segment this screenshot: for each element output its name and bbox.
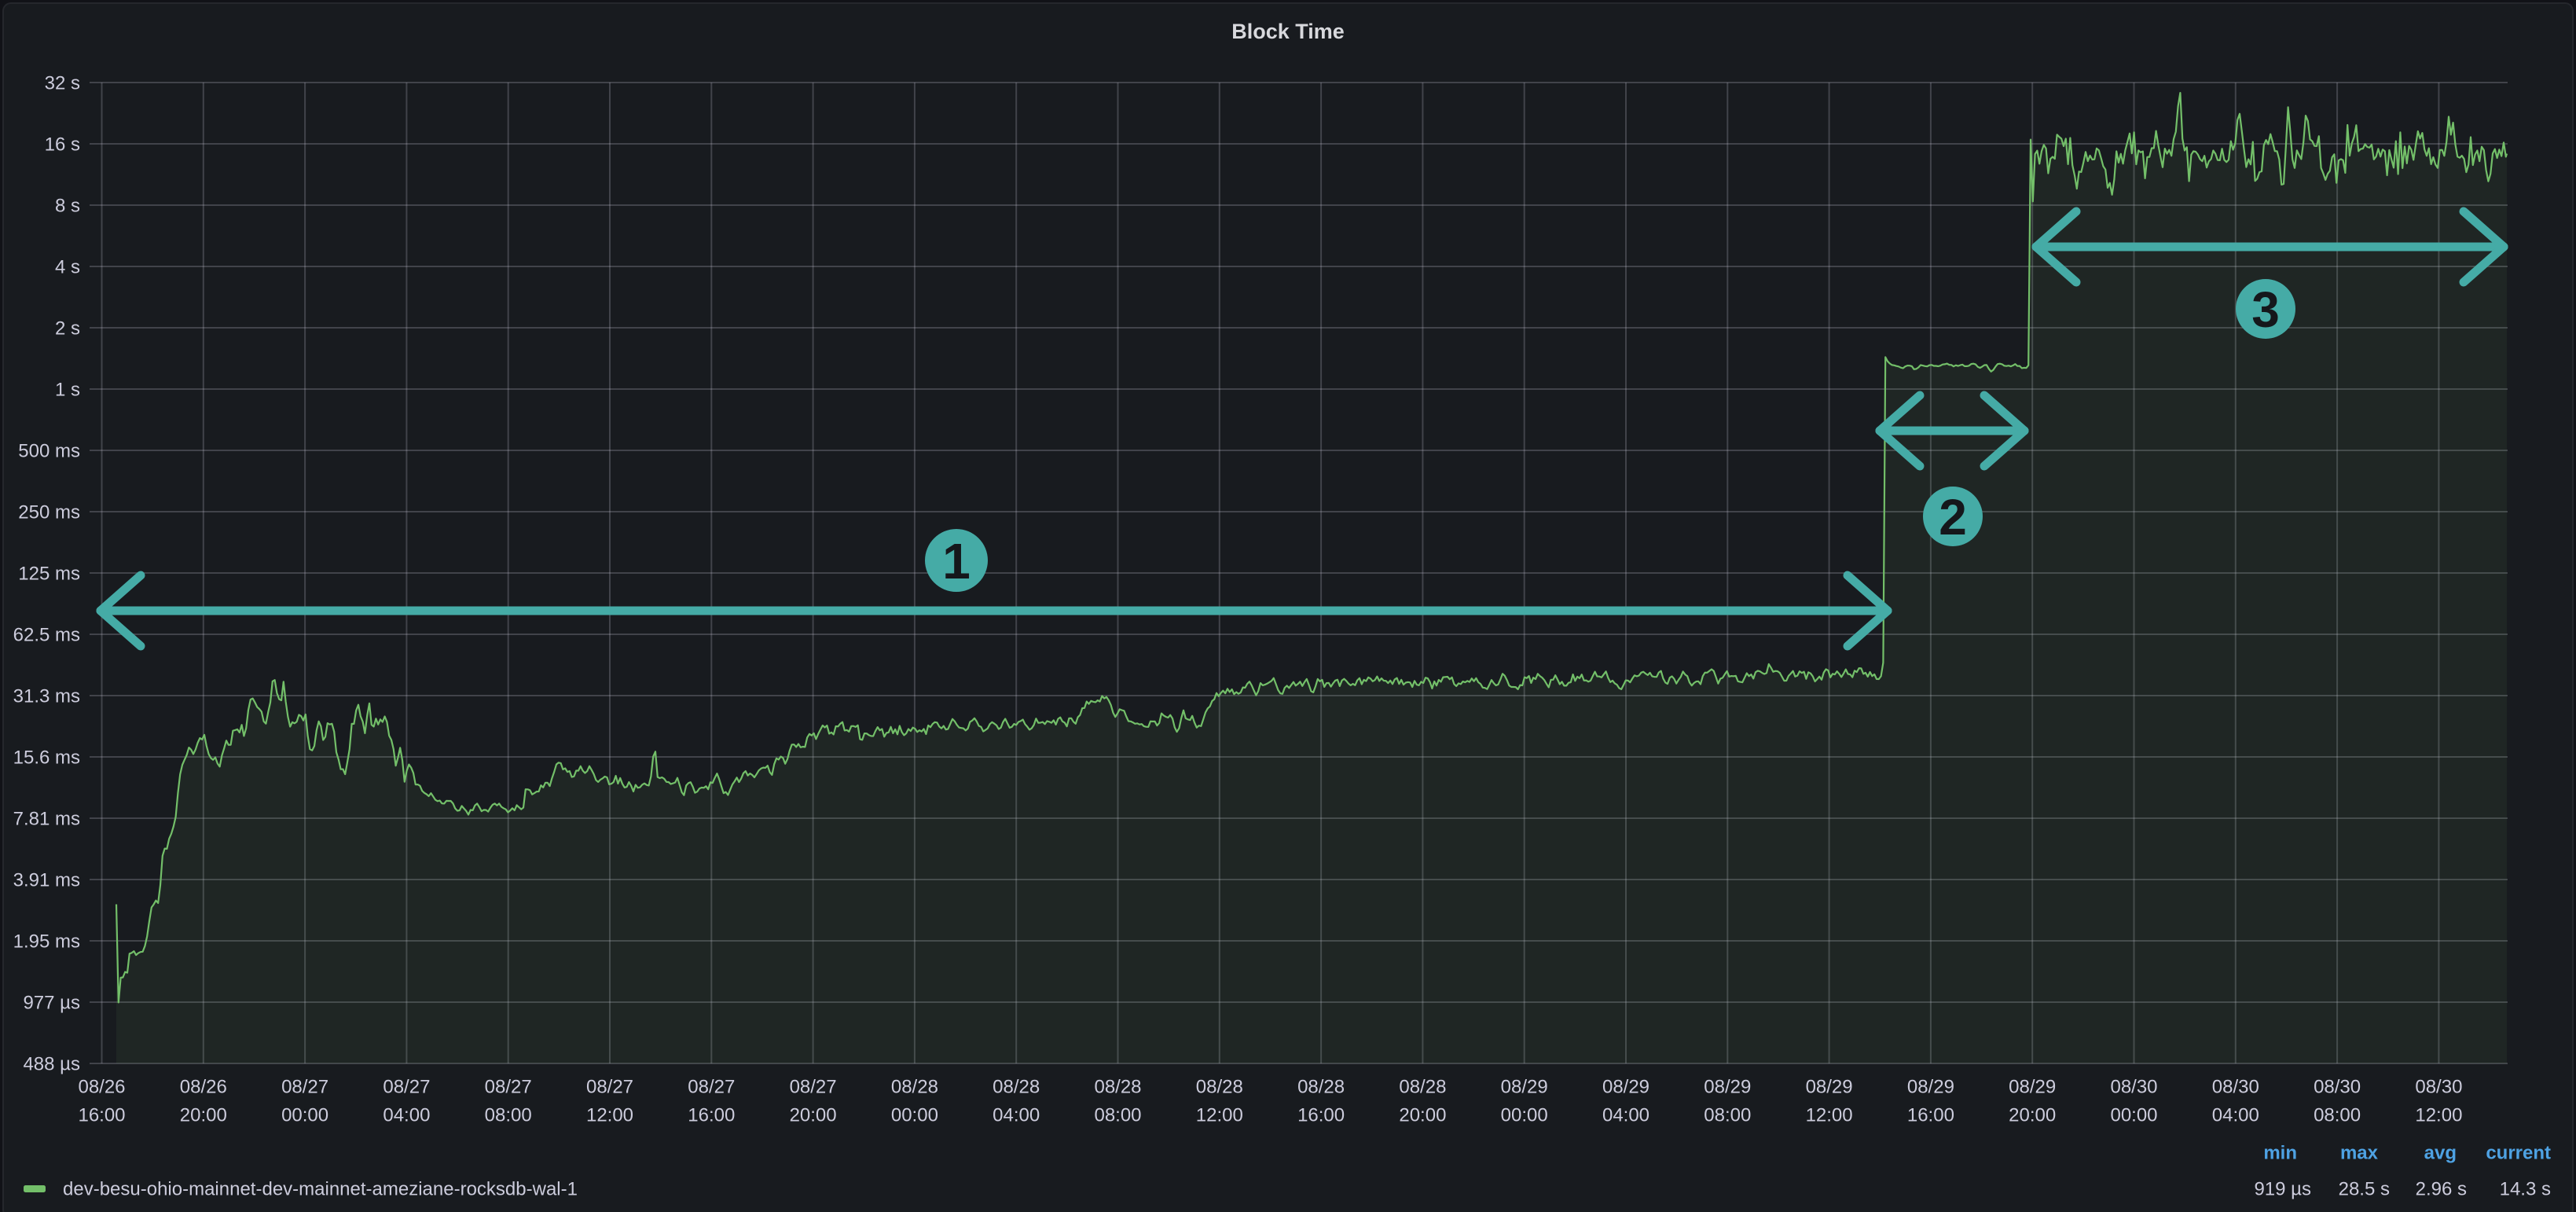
svg-text:3: 3 <box>2251 281 2280 338</box>
svg-text:08/27: 08/27 <box>281 1077 328 1098</box>
svg-text:08:00: 08:00 <box>2314 1105 2361 1126</box>
svg-text:488 µs: 488 µs <box>23 1054 80 1075</box>
svg-text:Block Time: Block Time <box>1231 20 1345 43</box>
svg-text:12:00: 12:00 <box>586 1105 633 1126</box>
svg-text:2 s: 2 s <box>55 318 80 340</box>
svg-text:1 s: 1 s <box>55 380 80 401</box>
svg-text:08/30: 08/30 <box>2212 1077 2259 1098</box>
svg-text:dev-besu-ohio-mainnet-dev-main: dev-besu-ohio-mainnet-dev-mainnet-amezia… <box>63 1179 578 1200</box>
svg-text:8 s: 8 s <box>55 196 80 217</box>
svg-text:14.3 s: 14.3 s <box>2500 1179 2551 1200</box>
svg-text:00:00: 00:00 <box>891 1105 938 1126</box>
svg-text:20:00: 20:00 <box>790 1105 837 1126</box>
svg-text:00:00: 00:00 <box>1501 1105 1548 1126</box>
svg-text:08/27: 08/27 <box>790 1077 837 1098</box>
svg-text:08/28: 08/28 <box>1399 1077 1446 1098</box>
svg-text:08/27: 08/27 <box>688 1077 735 1098</box>
svg-text:08/26: 08/26 <box>180 1077 227 1098</box>
svg-text:04:00: 04:00 <box>993 1105 1040 1126</box>
svg-text:08/30: 08/30 <box>2314 1077 2361 1098</box>
svg-text:00:00: 00:00 <box>281 1105 328 1126</box>
svg-text:08/28: 08/28 <box>993 1077 1040 1098</box>
svg-text:250 ms: 250 ms <box>18 502 80 523</box>
svg-text:15.6 ms: 15.6 ms <box>13 747 80 769</box>
svg-text:62.5 ms: 62.5 ms <box>13 625 80 646</box>
svg-text:3.91 ms: 3.91 ms <box>13 870 80 891</box>
svg-text:12:00: 12:00 <box>2415 1105 2462 1126</box>
svg-text:1: 1 <box>942 533 971 589</box>
svg-text:04:00: 04:00 <box>383 1105 430 1126</box>
svg-text:919 µs: 919 µs <box>2254 1179 2311 1200</box>
svg-text:32 s: 32 s <box>45 73 80 94</box>
svg-text:current: current <box>2486 1143 2551 1164</box>
svg-text:4 s: 4 s <box>55 257 80 278</box>
svg-text:08:00: 08:00 <box>1094 1105 1141 1126</box>
svg-text:min: min <box>2263 1143 2297 1164</box>
svg-text:08/26: 08/26 <box>78 1077 125 1098</box>
svg-text:04:00: 04:00 <box>1602 1105 1649 1126</box>
svg-text:08:00: 08:00 <box>1704 1105 1751 1126</box>
svg-text:125 ms: 125 ms <box>18 564 80 585</box>
svg-text:08/28: 08/28 <box>1094 1077 1141 1098</box>
svg-text:08/29: 08/29 <box>2009 1077 2056 1098</box>
svg-text:08/30: 08/30 <box>2415 1077 2462 1098</box>
svg-text:500 ms: 500 ms <box>18 441 80 462</box>
svg-text:1.95 ms: 1.95 ms <box>13 931 80 953</box>
svg-text:04:00: 04:00 <box>2212 1105 2259 1126</box>
svg-text:16:00: 16:00 <box>78 1105 125 1126</box>
svg-text:08/30: 08/30 <box>2110 1077 2157 1098</box>
svg-text:00:00: 00:00 <box>2110 1105 2157 1126</box>
svg-text:avg: avg <box>2424 1143 2457 1164</box>
svg-text:08/28: 08/28 <box>1196 1077 1243 1098</box>
svg-text:08/28: 08/28 <box>1297 1077 1345 1098</box>
svg-text:08/27: 08/27 <box>586 1077 633 1098</box>
svg-text:08/29: 08/29 <box>1806 1077 1853 1098</box>
svg-text:08/28: 08/28 <box>891 1077 938 1098</box>
svg-text:16:00: 16:00 <box>1907 1105 1954 1126</box>
svg-text:20:00: 20:00 <box>2009 1105 2056 1126</box>
svg-text:08:00: 08:00 <box>485 1105 532 1126</box>
svg-text:16:00: 16:00 <box>688 1105 735 1126</box>
svg-text:7.81 ms: 7.81 ms <box>13 809 80 830</box>
svg-text:20:00: 20:00 <box>180 1105 227 1126</box>
svg-text:31.3 ms: 31.3 ms <box>13 686 80 707</box>
svg-text:08/29: 08/29 <box>1907 1077 1954 1098</box>
svg-text:08/27: 08/27 <box>485 1077 532 1098</box>
svg-text:16:00: 16:00 <box>1297 1105 1345 1126</box>
svg-text:08/27: 08/27 <box>383 1077 430 1098</box>
svg-text:2.96 s: 2.96 s <box>2416 1179 2467 1200</box>
svg-text:977 µs: 977 µs <box>23 993 80 1014</box>
svg-text:12:00: 12:00 <box>1806 1105 1853 1126</box>
svg-text:28.5 s: 28.5 s <box>2339 1179 2390 1200</box>
svg-text:08/29: 08/29 <box>1602 1077 1649 1098</box>
svg-text:16 s: 16 s <box>45 134 80 156</box>
svg-text:20:00: 20:00 <box>1399 1105 1446 1126</box>
svg-text:max: max <box>2340 1143 2379 1164</box>
svg-text:08/29: 08/29 <box>1501 1077 1548 1098</box>
svg-text:2: 2 <box>1939 489 1967 545</box>
svg-text:12:00: 12:00 <box>1196 1105 1243 1126</box>
svg-text:08/29: 08/29 <box>1704 1077 1751 1098</box>
